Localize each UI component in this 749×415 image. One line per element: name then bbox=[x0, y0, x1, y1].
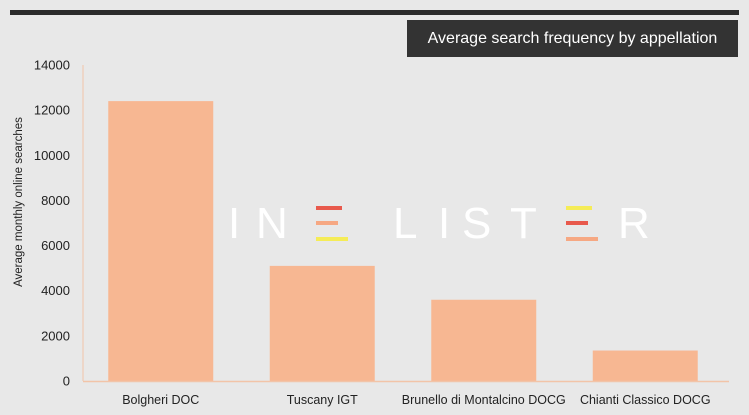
watermark-letter: L bbox=[393, 199, 418, 248]
y-tick-label: 0 bbox=[63, 374, 70, 389]
watermark-bar bbox=[316, 237, 348, 241]
bar bbox=[108, 101, 214, 381]
x-category-label: Bolgheri DOC bbox=[122, 393, 199, 407]
watermark-bar bbox=[566, 237, 598, 241]
y-tick-label: 4000 bbox=[41, 283, 70, 298]
watermark-letter: I bbox=[228, 199, 241, 248]
watermark-bar bbox=[316, 221, 338, 225]
bar bbox=[592, 350, 698, 381]
x-category-label: Chianti Classico DOCG bbox=[580, 393, 711, 407]
watermark-bar bbox=[566, 221, 588, 225]
chart-title: Average search frequency by appellation bbox=[407, 20, 738, 57]
y-tick-label: 10000 bbox=[34, 148, 70, 163]
watermark-bar bbox=[316, 206, 342, 210]
bar bbox=[431, 299, 537, 381]
x-category-label: Tuscany IGT bbox=[287, 393, 358, 407]
watermark-bar bbox=[566, 206, 592, 210]
top-rule bbox=[10, 10, 739, 15]
y-axis-label: Average monthly online searches bbox=[13, 117, 25, 287]
y-tick-label: 12000 bbox=[34, 103, 70, 118]
bar bbox=[269, 265, 375, 381]
watermark-e-mark bbox=[566, 200, 602, 248]
watermark-e-mark bbox=[316, 200, 352, 248]
x-axis-categories: Bolgheri DOC Tuscany IGT Brunello di Monta… bbox=[122, 393, 710, 407]
y-tick-label: 2000 bbox=[41, 328, 70, 343]
y-tick-label: 6000 bbox=[41, 238, 70, 253]
watermark-letter: T bbox=[510, 199, 537, 248]
y-tick-label: 8000 bbox=[41, 193, 70, 208]
watermark-letter: R bbox=[618, 199, 650, 248]
y-axis-ticks: 0 2000 4000 6000 8000 10000 12000 14000 bbox=[34, 58, 70, 389]
bars bbox=[108, 101, 698, 381]
x-category-label: Brunello di Montalcino DOCG bbox=[402, 393, 566, 407]
watermark-letter: S bbox=[462, 199, 492, 248]
watermark-letter: N bbox=[256, 199, 288, 248]
y-tick-label: 14000 bbox=[34, 58, 70, 73]
watermark-letter: I bbox=[438, 199, 451, 248]
